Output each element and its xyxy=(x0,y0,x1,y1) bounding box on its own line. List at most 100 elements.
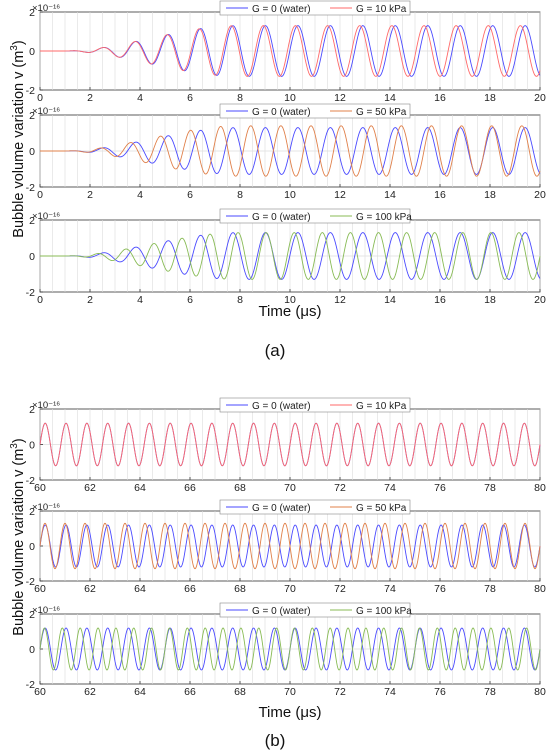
legend-entry: G = 10 kPa xyxy=(356,401,407,412)
y-axis-label-b: Bubble volume variation v (m3) xyxy=(9,438,27,635)
x-tick-label: 80 xyxy=(534,686,546,698)
x-tick-label: 0 xyxy=(37,294,43,306)
x-tick-label: 68 xyxy=(234,686,246,698)
y-tick-label: -2 xyxy=(26,182,35,194)
y-tick-label: 2 xyxy=(29,110,35,122)
x-tick-label: 6 xyxy=(187,189,193,201)
y-tick-label: 2 xyxy=(29,609,35,621)
x-tick-label: 74 xyxy=(384,482,396,494)
chart-5: 60 62 64 66 68 70 72 74 76 78 80 -2 0 2×10⁻¹⁶ G = 0 (w… xyxy=(26,499,546,595)
y-tick-label: -2 xyxy=(26,85,35,97)
x-tick-label: 74 xyxy=(384,583,396,595)
panel-label-a: (a) xyxy=(265,341,286,360)
x-tick-label: 76 xyxy=(434,482,446,494)
legend-entry: G = 50 kPa xyxy=(356,107,407,118)
y-tick-label: 2 xyxy=(29,404,35,416)
y-exponent-label: ×10⁻¹⁶ xyxy=(32,211,60,222)
x-tick-label: 80 xyxy=(534,482,546,494)
chart-4: 60 62 64 66 68 70 72 74 76 78 80 -2 0 2×10⁻¹⁶ G = 0 (w… xyxy=(26,397,546,494)
x-tick-label: 20 xyxy=(534,189,546,201)
x-tick-label: 60 xyxy=(34,482,46,494)
x-axis-label-a: Time (μs) xyxy=(258,303,321,320)
y-tick-label: 0 xyxy=(29,251,35,263)
x-tick-label: 78 xyxy=(484,583,496,595)
x-tick-label: 78 xyxy=(484,482,496,494)
charts: 0 2 4 6 8 10 12 14 16 18 20-202×10⁻¹⁶ G = 0 (water)… xyxy=(26,0,546,698)
chart-3: 0 2 4 6 8 10 12 14 16 18 20-202×10⁻¹⁶ G = 0 (water)… xyxy=(26,208,546,306)
legend-entry: G = 0 (water) xyxy=(252,4,311,15)
x-tick-label: 62 xyxy=(84,686,96,698)
series-line-2 xyxy=(40,125,541,177)
x-tick-label: 2 xyxy=(87,92,93,104)
x-tick-label: 70 xyxy=(284,583,296,595)
y-exponent-label: ×10⁻¹⁶ xyxy=(32,605,60,616)
series-line-1 xyxy=(40,25,541,77)
x-tick-label: 80 xyxy=(534,583,546,595)
x-tick-label: 66 xyxy=(184,686,196,698)
series-line-2 xyxy=(39,522,541,570)
x-tick-label: 10 xyxy=(284,189,296,201)
x-tick-label: 72 xyxy=(334,686,346,698)
x-tick-label: 4 xyxy=(137,189,143,201)
x-tick-label: 64 xyxy=(134,482,146,494)
panel-label-b: (b) xyxy=(265,731,286,750)
legend-box xyxy=(219,602,411,618)
x-tick-label: 8 xyxy=(237,92,243,104)
chart-2: 0 2 4 6 8 10 12 14 16 18 20-202×10⁻¹⁶ G = 0 (water)… xyxy=(26,103,546,201)
x-tick-label: 72 xyxy=(334,583,346,595)
x-tick-label: 8 xyxy=(237,189,243,201)
x-tick-label: 64 xyxy=(134,686,146,698)
x-tick-label: 60 xyxy=(34,583,46,595)
x-tick-label: 66 xyxy=(184,482,196,494)
y-exponent-label: ×10⁻¹⁶ xyxy=(32,106,60,117)
legend-box xyxy=(219,499,411,515)
x-tick-label: 0 xyxy=(37,189,43,201)
x-tick-label: 62 xyxy=(84,583,96,595)
legend-entry: G = 0 (water) xyxy=(252,107,311,118)
y-axis-label-a: Bubble volume variation v (m3) xyxy=(9,40,27,237)
series-line-2 xyxy=(40,25,541,77)
x-tick-label: 20 xyxy=(534,92,546,104)
legend-entry: G = 10 kPa xyxy=(356,4,407,15)
x-tick-label: 60 xyxy=(34,686,46,698)
x-tick-label: 16 xyxy=(434,189,446,201)
y-tick-label: 2 xyxy=(29,506,35,518)
y-tick-label: 0 xyxy=(29,440,35,452)
chart-6: 60 62 64 66 68 70 72 74 76 78 80 -2 0 2×10⁻¹⁶ G = 0 (w… xyxy=(26,602,546,698)
x-tick-label: 68 xyxy=(234,482,246,494)
legend-entry: G = 0 (water) xyxy=(252,606,311,617)
legend-entry: G = 100 kPa xyxy=(356,212,412,223)
y-tick-label: 0 xyxy=(29,46,35,58)
x-tick-label: 12 xyxy=(334,189,346,201)
x-tick-label: 10 xyxy=(284,294,296,306)
y-tick-label: 2 xyxy=(29,215,35,227)
x-axis-label-b: Time (μs) xyxy=(258,704,321,721)
legend-entry: G = 100 kPa xyxy=(356,606,412,617)
x-tick-label: 68 xyxy=(234,583,246,595)
y-tick-label: 2 xyxy=(29,7,35,19)
x-tick-label: 18 xyxy=(484,189,496,201)
legend-box xyxy=(219,0,411,16)
legend-box xyxy=(219,397,411,413)
legend-entry: G = 0 (water) xyxy=(252,503,311,514)
y-tick-label: -2 xyxy=(26,287,35,299)
x-tick-label: 64 xyxy=(134,583,146,595)
series-line-2 xyxy=(39,627,541,671)
chart-1: 0 2 4 6 8 10 12 14 16 18 20-202×10⁻¹⁶ G = 0 (water)… xyxy=(26,0,546,104)
y-exponent-label: ×10⁻¹⁶ xyxy=(32,3,60,14)
x-tick-label: 12 xyxy=(334,294,346,306)
series-line-2 xyxy=(39,422,541,467)
x-tick-label: 76 xyxy=(434,583,446,595)
y-tick-label: 0 xyxy=(29,541,35,553)
x-tick-label: 12 xyxy=(334,92,346,104)
y-exponent-label: ×10⁻¹⁶ xyxy=(32,400,60,411)
series-line-1 xyxy=(40,232,541,280)
x-tick-label: 20 xyxy=(534,294,546,306)
x-tick-label: 66 xyxy=(184,583,196,595)
x-tick-label: 76 xyxy=(434,686,446,698)
x-tick-label: 62 xyxy=(84,482,96,494)
x-tick-label: 2 xyxy=(87,294,93,306)
x-tick-label: 6 xyxy=(187,92,193,104)
x-tick-label: 4 xyxy=(137,294,143,306)
x-tick-label: 16 xyxy=(434,294,446,306)
